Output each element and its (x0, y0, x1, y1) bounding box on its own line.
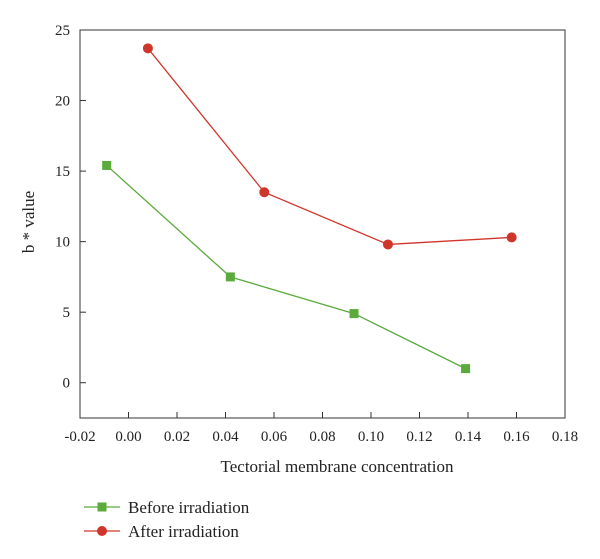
plot-frame (79, 29, 566, 419)
legend-item-1: Before irradiation (84, 498, 250, 517)
y-axis: 0 5 10 15 20 25 (55, 23, 86, 392)
data-point-circle (382, 239, 393, 250)
y-axis-title: b * value (19, 191, 38, 253)
y-tick-label: 5 (63, 305, 71, 321)
legend: Before irradiation After irradiation (84, 498, 250, 541)
data-point-square (225, 272, 235, 282)
x-tick-label: 0.12 (406, 429, 432, 445)
x-tick-label: 0.02 (164, 429, 190, 445)
y-tick-label: 15 (55, 164, 70, 180)
y-tick-label: 20 (55, 94, 70, 110)
data-point-circle (506, 232, 517, 243)
y-tick-label: 25 (55, 23, 70, 39)
data-point-circle (142, 43, 153, 54)
legend-marker-square (97, 502, 107, 512)
data-point-square (349, 309, 359, 319)
legend-item-2: After irradiation (84, 522, 239, 541)
data-point-square (102, 160, 112, 170)
legend-label: After irradiation (128, 522, 239, 541)
plot-border (79, 29, 566, 419)
series-layer (102, 43, 517, 374)
x-axis-title: Tectorial membrane concentration (221, 457, 454, 476)
x-tick-label: -0.02 (64, 429, 95, 445)
x-tick-label: 0.14 (455, 429, 482, 445)
y-tick-label: 10 (55, 235, 70, 251)
x-tick-label: 0.18 (552, 429, 578, 445)
x-tick-label: 0.16 (503, 429, 530, 445)
x-tick-label: 0.08 (309, 429, 335, 445)
series-line-1 (106, 164, 466, 370)
data-point-square (461, 364, 471, 374)
legend-label: Before irradiation (128, 498, 250, 517)
x-tick-label: 0.10 (358, 429, 384, 445)
x-tick-label: 0.06 (261, 429, 288, 445)
legend-marker-circle (97, 526, 107, 536)
x-tick-label: 0.04 (212, 429, 239, 445)
y-tick-label: 0 (63, 376, 71, 392)
series-line-2 (147, 47, 512, 246)
x-axis: -0.02 0.00 0.02 0.04 0.06 0.08 0.10 0.12 0.14 0.1… (64, 412, 578, 445)
x-tick-label: 0.00 (115, 429, 141, 445)
data-point-circle (259, 187, 270, 198)
